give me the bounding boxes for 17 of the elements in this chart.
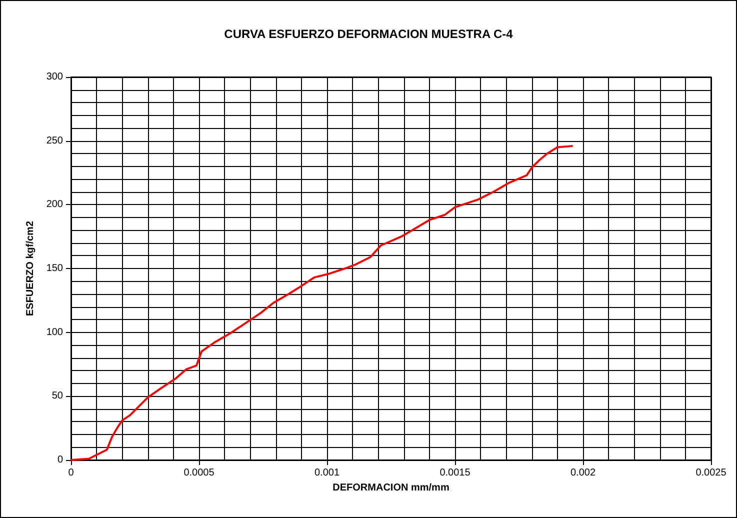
x-tick-label: 0.0025 [696,468,727,478]
y-tick-label: 100 [46,326,64,338]
line-series [70,144,574,461]
x-tick-label: 0 [68,468,74,478]
y-tick-label: 250 [46,135,64,146]
y-tick-label: 50 [52,390,64,402]
y-axis-title: ESFUERZO kgf/cm2 [24,220,36,316]
x-tick-label: 0.001 [314,468,340,478]
x-tick-label: 0.0015 [440,468,471,478]
chart-title: CURVA ESFUERZO DEFORMACION MUESTRA C-4 [224,27,514,41]
x-tick-label: 0.0005 [184,468,215,478]
x-tick-label: 0.002 [570,468,596,478]
x-axis-title: DEFORMACION mm/mm [332,482,450,494]
y-tick-label: 0 [57,454,64,466]
y-tick-label: 200 [46,199,64,210]
y-tick-label: 300 [46,72,64,82]
y-tick-label: 150 [46,263,64,274]
